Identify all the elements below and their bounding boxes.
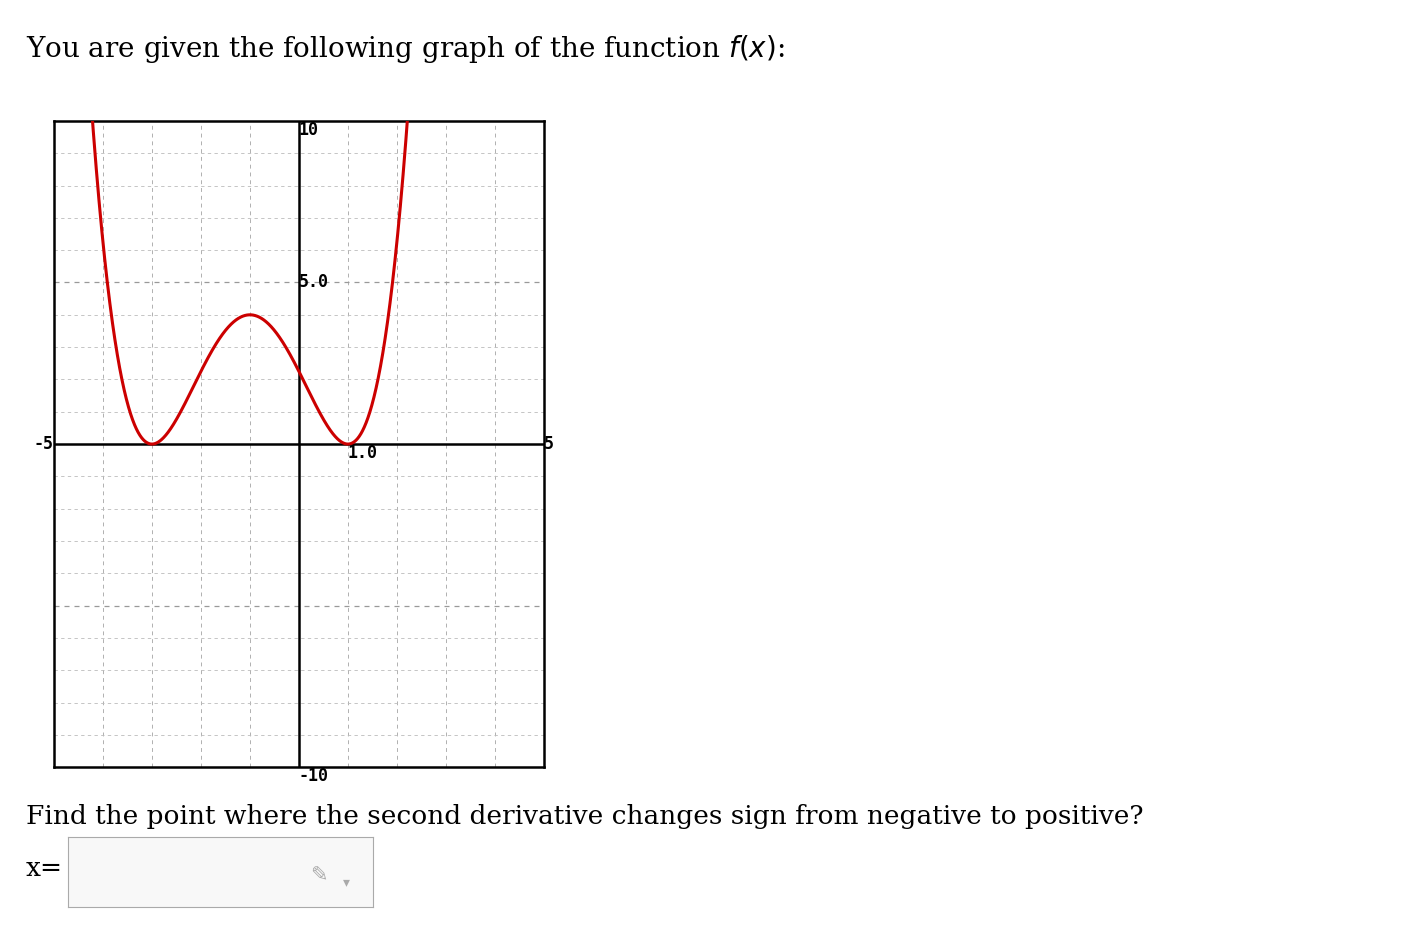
Text: 10: 10 xyxy=(298,121,320,139)
Text: ▾: ▾ xyxy=(342,875,349,889)
Text: ✎: ✎ xyxy=(310,865,327,885)
Text: Find the point where the second derivative changes sign from negative to positiv: Find the point where the second derivati… xyxy=(26,804,1143,830)
Text: -5: -5 xyxy=(34,435,54,453)
Text: 5: 5 xyxy=(544,435,554,453)
Text: 1.0: 1.0 xyxy=(348,445,378,462)
Text: 5.0: 5.0 xyxy=(298,273,329,291)
Text: x=: x= xyxy=(26,856,62,881)
Text: -10: -10 xyxy=(298,767,329,785)
Text: You are given the following graph of the function $f(x)$:: You are given the following graph of the… xyxy=(26,33,784,64)
